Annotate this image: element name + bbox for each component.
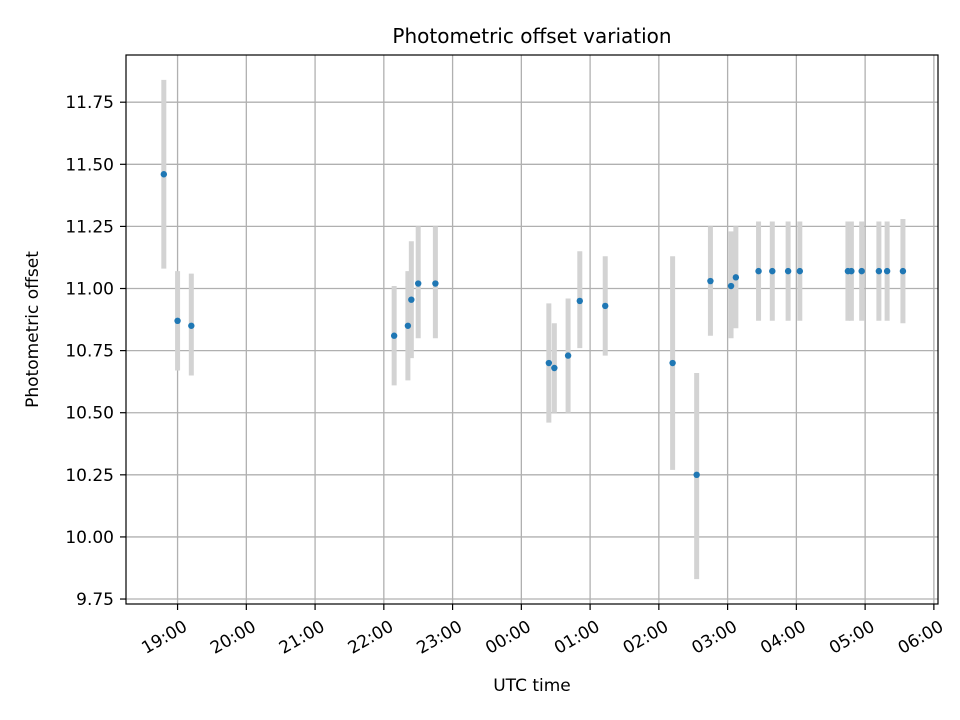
data-point [545,359,553,367]
data-point [883,267,891,275]
y-axis-label: Photometric offset [23,251,43,408]
data-point [160,171,168,178]
y-tick-label: 11.75 [65,93,114,113]
data-point [732,274,740,281]
x-axis-label: UTC time [493,676,571,696]
y-tick-label: 10.00 [65,528,114,548]
data-point [693,471,700,479]
data-point [848,267,855,275]
y-tick-label: 11.50 [65,155,114,175]
x-tick-label: 23:00 [413,617,465,659]
chart-title: Photometric offset variation [392,24,671,48]
x-tick-label: 06:00 [895,617,947,659]
x-tick-label: 03:00 [688,617,740,659]
x-tick-label: 20:00 [207,617,259,659]
x-tick-label: 22:00 [345,617,397,659]
x-tick-label: 04:00 [757,617,809,659]
y-tick-label: 11.25 [65,217,114,237]
x-tick-label: 05:00 [826,617,878,659]
y-tick-label: 10.75 [65,342,114,362]
plot-area-frame [125,54,939,605]
data-point [707,277,714,285]
data-point [408,296,415,303]
data-point [551,364,558,372]
data-point [390,332,398,339]
data-point [174,317,181,325]
data-point [564,352,572,359]
data-point [755,267,762,275]
x-tick-label: 21:00 [276,617,328,659]
data-point [899,267,907,275]
error-bars [161,79,906,580]
data-point [875,267,883,275]
x-tick-label: 19:00 [138,617,190,659]
data-point [432,280,439,287]
data-point [602,302,609,310]
data-point [784,267,792,275]
data-point [188,322,195,329]
data-point [576,297,583,305]
x-tick-label: 02:00 [620,617,672,659]
data-points [160,171,907,479]
y-tick-label: 10.25 [65,466,114,486]
data-point [769,267,776,275]
data-point [669,359,676,367]
grid-lines [126,55,938,604]
y-tick-label: 10.50 [65,404,114,424]
data-point [415,280,422,287]
y-tick-label: 9.75 [76,590,114,610]
data-point [796,267,804,275]
data-point [727,282,735,290]
data-point [858,267,865,275]
x-tick-label: 00:00 [482,617,534,659]
y-tick-label: 11.00 [65,280,114,300]
data-point [404,322,412,329]
axis-ticks: 9.75 10.00 10.25 10.50 10.75 11.00 11.25 11.50 1… [65,93,947,658]
x-tick-label: 01:00 [551,617,603,659]
